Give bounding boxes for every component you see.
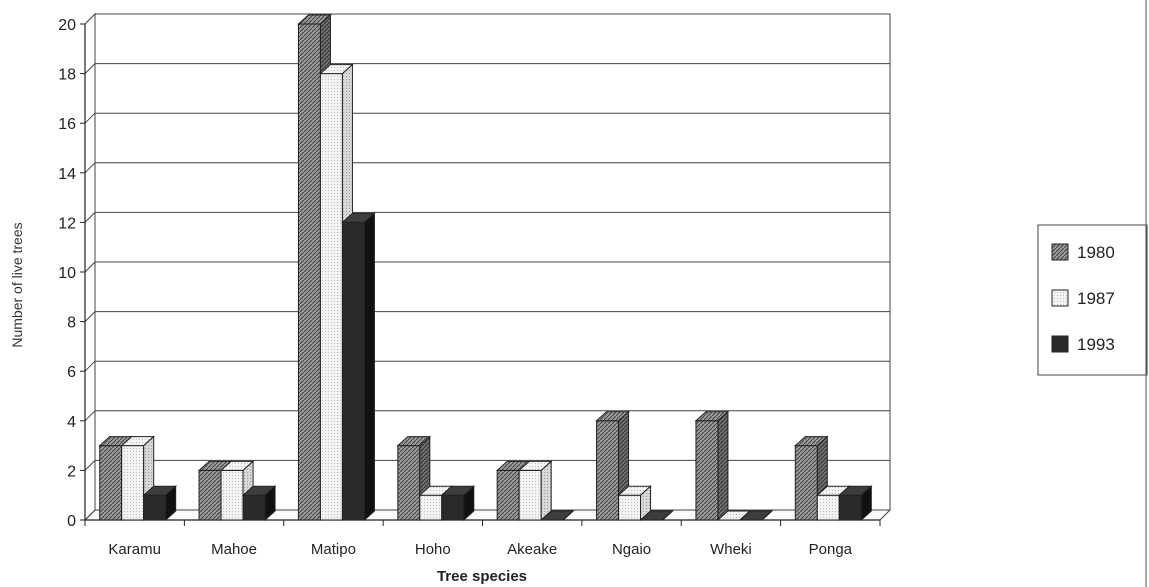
- bar-side: [662, 510, 673, 521]
- gridline-depth: [84, 212, 96, 223]
- bar-1993-karamu: [142, 485, 177, 522]
- x-tick-label: Matipo: [311, 541, 356, 558]
- bar-1980-wheki: [694, 410, 730, 522]
- bar-side: [717, 410, 729, 522]
- legend-item-1993: 1993: [1051, 335, 1115, 354]
- legend-swatch: [1051, 289, 1069, 307]
- gridline-depth: [84, 410, 96, 422]
- y-tick-label: 14: [58, 166, 76, 183]
- bar-side: [165, 485, 177, 522]
- bar-side: [562, 510, 574, 521]
- bar-1993-hoho: [440, 485, 476, 522]
- bar-front: [838, 494, 862, 521]
- y-tick-label: 16: [58, 116, 76, 133]
- bar-front: [99, 445, 123, 521]
- gridline-depth: [84, 162, 96, 174]
- bar-front: [297, 23, 321, 521]
- y-tick-label: 2: [67, 463, 76, 480]
- gridline-depth: [84, 63, 96, 74]
- gridlines: [84, 13, 891, 511]
- bar-side: [463, 485, 475, 522]
- bars: [98, 13, 873, 522]
- x-tick-label: Hoho: [415, 541, 451, 558]
- gridline-depth: [84, 311, 96, 322]
- bar-side: [264, 485, 276, 522]
- bar-1993-ngaio: [639, 510, 674, 521]
- y-tick-label: 8: [67, 315, 76, 332]
- bar-1993-mahoe: [241, 485, 277, 522]
- y-tick-label: 20: [58, 17, 76, 34]
- bar-front: [618, 494, 642, 521]
- x-tick-label: Karamu: [108, 541, 161, 558]
- y-tick-label: 6: [67, 364, 76, 381]
- x-tick-label: Ponga: [809, 541, 853, 558]
- legend-label: 1993: [1077, 335, 1115, 354]
- bar-side: [363, 212, 375, 522]
- x-tick-label: Mahoe: [211, 541, 257, 558]
- bar-front: [341, 221, 365, 521]
- x-tick-label: Ngaio: [612, 541, 651, 558]
- bar-front: [198, 469, 222, 521]
- bar-front: [794, 445, 818, 521]
- y-tick-label: 12: [58, 215, 76, 232]
- bar-front: [121, 445, 145, 521]
- x-axis-title: Tree species: [437, 568, 527, 585]
- legend-swatch: [1051, 335, 1069, 353]
- legend-label: 1987: [1077, 289, 1115, 308]
- bar-front: [695, 420, 719, 521]
- y-tick-label: 4: [67, 414, 76, 431]
- y-tick-label: 18: [58, 67, 76, 84]
- bar-front: [816, 494, 840, 521]
- y-axis-title: Number of live trees: [9, 222, 25, 347]
- legend-item-1987: 1987: [1051, 289, 1115, 308]
- legend-label: 1980: [1077, 243, 1115, 262]
- axes: [80, 12, 892, 526]
- legend-item-1980: 1980: [1051, 243, 1115, 262]
- legend: 1980 1987 1993: [1037, 224, 1148, 376]
- gridline-depth: [84, 261, 96, 273]
- bar-1993-wheki: [738, 510, 774, 521]
- bar-front: [419, 494, 443, 521]
- gridline-depth: [84, 460, 96, 471]
- bar-front: [242, 494, 266, 521]
- bar-side: [540, 460, 552, 522]
- bar-front: [518, 469, 542, 521]
- bar-side: [761, 510, 773, 521]
- legend-swatch: [1051, 243, 1069, 261]
- bar-front: [397, 445, 421, 521]
- y-tick-label: 0: [67, 513, 76, 530]
- bar-front: [220, 469, 244, 521]
- bar-1993-akeake: [539, 510, 575, 521]
- x-tick-label: Akeake: [507, 541, 557, 558]
- x-tick-label: Wheki: [710, 541, 752, 558]
- tick-labels: 0 2 4 6 8 10 12 14 16 18 20 Karamu Mahoe Matipo Hoho Ak…: [58, 17, 852, 558]
- gridline-depth: [84, 112, 96, 124]
- bar-1987-akeake: [517, 460, 553, 522]
- bar-1993-ponga: [838, 485, 873, 522]
- bar-front: [319, 73, 343, 521]
- bar-front: [143, 494, 167, 521]
- bar-front: [496, 469, 520, 521]
- bar-front: [596, 420, 620, 521]
- bar-front: [441, 494, 465, 521]
- gridline-depth: [84, 360, 96, 372]
- y-tick-label: 10: [58, 265, 76, 282]
- bar-side: [860, 485, 872, 522]
- bar-1987-ngaio: [617, 485, 652, 522]
- bar-1993-matipo: [341, 212, 376, 522]
